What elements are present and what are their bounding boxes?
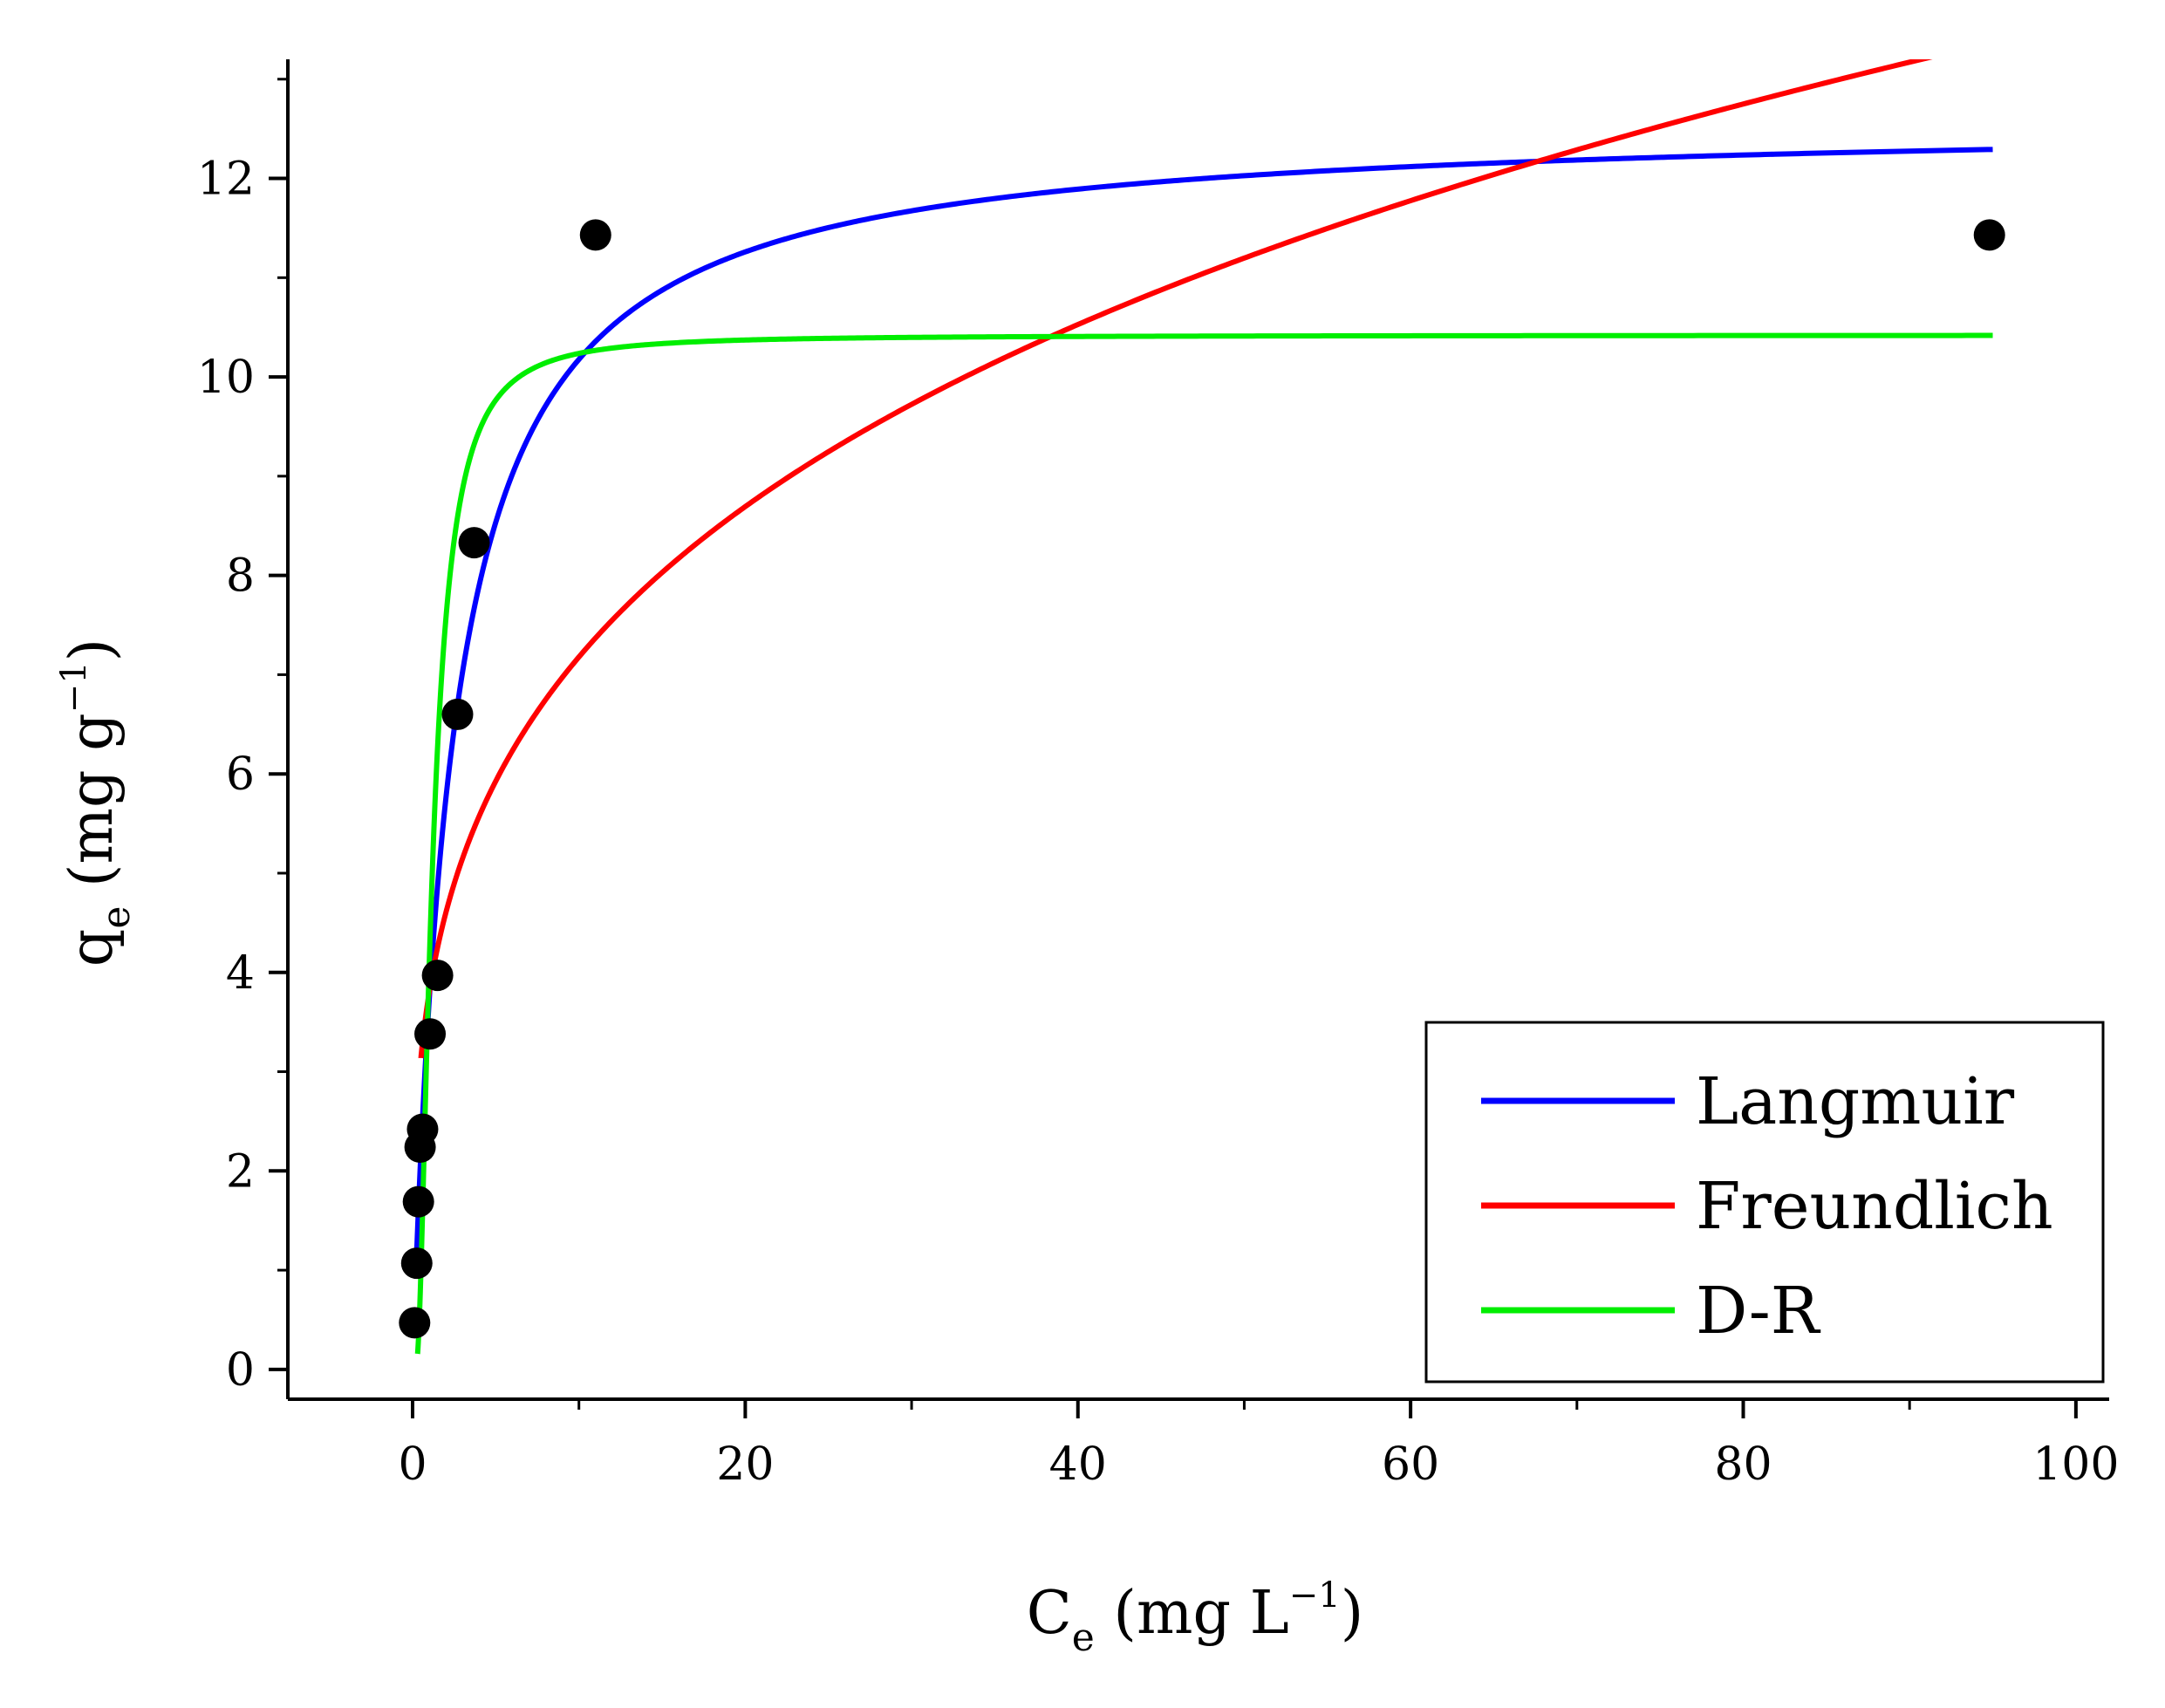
x-tick-label: 80 — [1714, 1438, 1772, 1491]
axes-layer: 0 20 40 60 80 100 0 2 4 6 8 10 12 — [197, 59, 2119, 1491]
data-point — [579, 219, 611, 251]
y-axis-title: qe (mg g−1) — [54, 639, 139, 967]
x-axis-title-close: ) — [1341, 1579, 1364, 1648]
x-tick-label: 20 — [716, 1438, 774, 1491]
data-point — [400, 1247, 433, 1280]
x-axis-title-sub: e — [1072, 1616, 1095, 1660]
series-line-freundlich — [418, 59, 1933, 1061]
x-axis-title-sup: −1 — [1289, 1575, 1341, 1616]
data-point — [414, 1018, 447, 1050]
x-tick-label: 40 — [1049, 1438, 1107, 1491]
data-point — [402, 1185, 434, 1218]
y-tick-label: 10 — [197, 352, 255, 404]
y-tick-label: 12 — [197, 154, 255, 206]
x-tick-label: 60 — [1382, 1438, 1439, 1491]
data-point — [406, 1113, 439, 1145]
y-axis-title-main: q — [58, 929, 126, 967]
x-tick-label: 0 — [398, 1438, 427, 1491]
legend-label-dr: D-R — [1696, 1274, 1821, 1349]
y-tick-label: 4 — [226, 947, 255, 1000]
chart-legend: Langmuir Freundlich D-R — [1424, 1021, 2105, 1383]
data-layer — [399, 59, 2005, 1356]
y-axis-title-close: ) — [58, 639, 126, 662]
y-tick-label: 2 — [226, 1145, 255, 1198]
data-point — [458, 527, 490, 559]
y-axis-title-unit: (mg g — [58, 713, 126, 905]
y-axis-title-sup: −1 — [54, 661, 94, 713]
legend-label-langmuir: Langmuir — [1696, 1064, 2015, 1139]
legend-frame — [1424, 1021, 2105, 1383]
x-tick-label: 100 — [2032, 1438, 2119, 1491]
data-point — [399, 1307, 431, 1339]
y-axis-title-sub: e — [94, 906, 139, 929]
x-axis-title-unit: (mg L — [1095, 1579, 1289, 1648]
legend-label-freundlich: Freundlich — [1696, 1169, 2053, 1244]
y-tick-label: 0 — [226, 1344, 255, 1397]
series-line-dr — [414, 332, 1993, 1356]
series-line-langmuir — [413, 147, 1993, 1275]
x-axis-title: Ce (mg L−1) — [1027, 1575, 1364, 1660]
data-point — [421, 960, 454, 992]
x-axis-title-main: C — [1027, 1579, 1072, 1648]
data-point — [1973, 219, 2005, 251]
y-tick-label: 6 — [226, 748, 255, 801]
y-tick-label: 8 — [226, 550, 255, 603]
data-point — [441, 698, 474, 730]
